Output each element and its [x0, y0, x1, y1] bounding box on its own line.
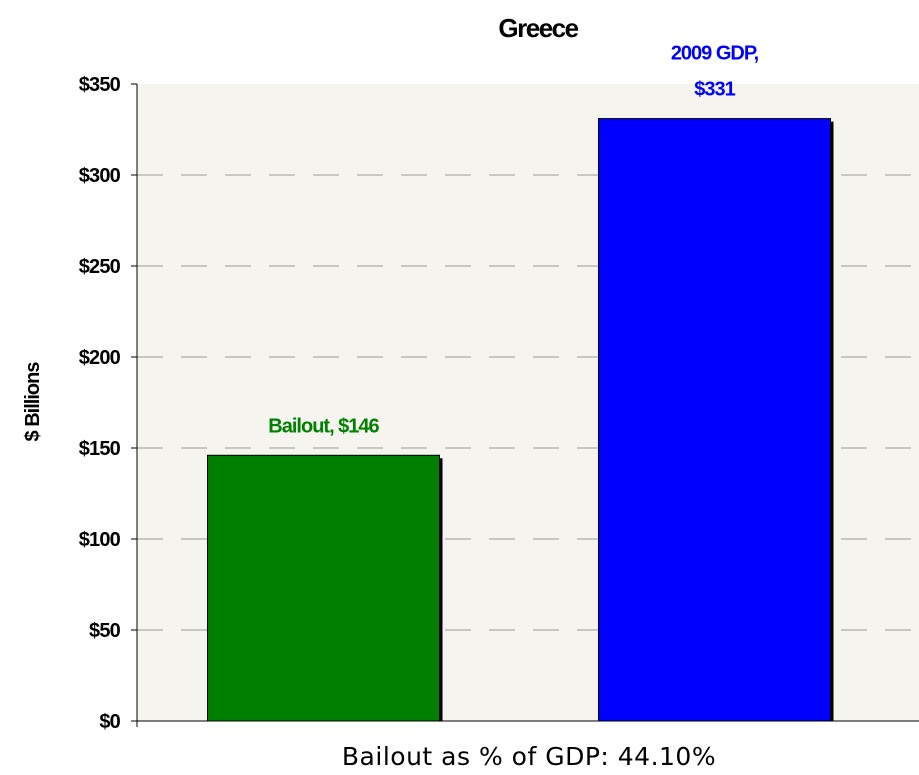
y-tick-label: $0	[99, 711, 120, 733]
bar	[598, 118, 831, 722]
y-tick-label: $200	[79, 347, 121, 369]
y-tick-label: $250	[79, 256, 121, 278]
bar-data-label: Bailout, $146	[268, 415, 379, 437]
y-tick-label: $100	[79, 529, 121, 551]
y-ticks: $0 $50 $100 $150 $200 $250 $300 $350	[79, 74, 137, 733]
bar-data-label: 2009 GDP,	[671, 43, 759, 65]
bar	[207, 454, 440, 722]
bars	[207, 118, 834, 722]
y-tick-label: $300	[79, 165, 121, 187]
y-tick-label: $50	[89, 620, 121, 642]
y-tick-label: $350	[79, 74, 121, 96]
bar-data-label: $331	[694, 79, 735, 101]
y-tick-label: $150	[79, 438, 121, 460]
chart-title: Greece	[498, 13, 578, 43]
data-labels: Bailout, $146 2009 GDP, $331	[268, 43, 759, 438]
y-axis-label: $ Billions	[22, 362, 44, 442]
caption-bailout-percent: Bailout as % of GDP: 44.10%	[342, 742, 716, 771]
